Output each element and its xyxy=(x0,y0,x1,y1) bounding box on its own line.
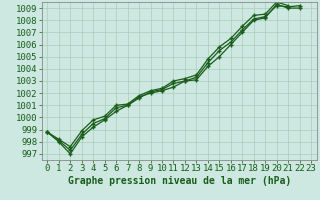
X-axis label: Graphe pression niveau de la mer (hPa): Graphe pression niveau de la mer (hPa) xyxy=(68,176,291,186)
